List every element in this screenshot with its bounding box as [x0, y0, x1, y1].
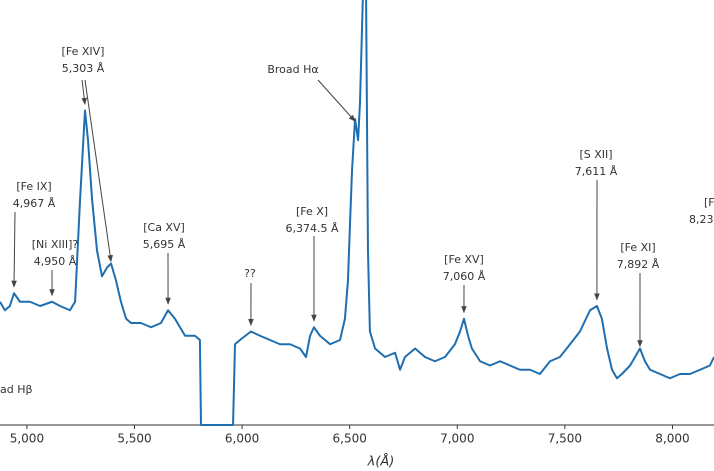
annotation-text: ad Hβ — [0, 383, 33, 396]
annotation-text: 6,374.5 Å — [285, 222, 338, 235]
annotation-text: 4,967 Å — [13, 197, 56, 210]
annotation-text: 5,303 Å — [62, 62, 105, 75]
annotation-text: 4,950 Å — [34, 255, 77, 268]
annotation-text: [Fe XIV] — [62, 45, 105, 58]
annotation-text: [S XII] — [579, 148, 612, 161]
x-tick-label: 5,500 — [117, 432, 151, 446]
annotation-text: [Fe — [704, 196, 714, 209]
annotation-text: 7,060 Å — [443, 270, 486, 283]
annotation-text: [Ni XIII]? — [32, 238, 79, 251]
annotation-text: ?? — [244, 267, 256, 280]
x-axis-label: λ(Å) — [367, 454, 395, 470]
annotation-text: [Fe XI] — [620, 241, 655, 254]
annotation-text: Broad Hα — [267, 63, 318, 76]
annotation-arrow — [317, 79, 356, 122]
annotation-text: [Fe X] — [296, 205, 328, 218]
annotation-arrow — [84, 79, 113, 263]
annotation-arrow — [81, 79, 88, 105]
annotation-text: [Fe IX] — [16, 180, 51, 193]
annotation-text: 7,611 Å — [575, 165, 618, 178]
x-tick-label: 8,000 — [655, 432, 689, 446]
x-tick-label: 5,000 — [10, 432, 44, 446]
x-tick-label: 7,000 — [440, 432, 474, 446]
annotation-text: 7,892 Å — [617, 258, 660, 271]
annotation-arrow — [11, 211, 17, 288]
annotation-text: [Ca XV] — [143, 221, 185, 234]
annotation-text: [Fe XV] — [444, 253, 484, 266]
x-tick-label: 6,500 — [333, 432, 367, 446]
x-tick-label: 7,500 — [548, 432, 582, 446]
annotation-text: 5,695 Å — [143, 238, 186, 251]
spectrum-line — [0, 0, 714, 426]
annotation-text: 8,23 — [689, 213, 714, 226]
x-tick-label: 6,000 — [225, 432, 259, 446]
